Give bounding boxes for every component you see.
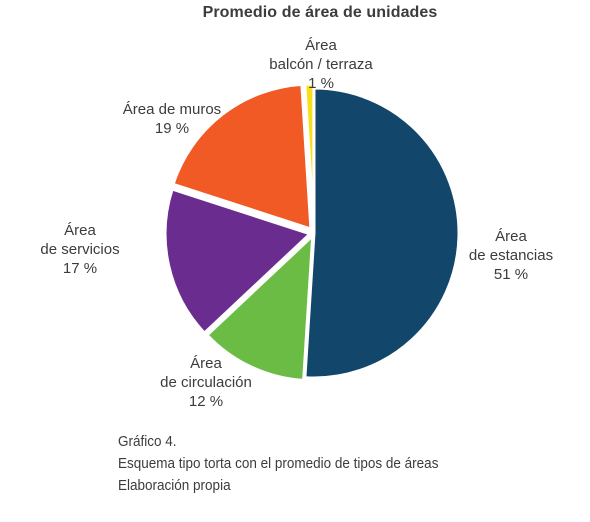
pie-slice-1	[303, 86, 461, 380]
pie-slice-3	[163, 187, 313, 336]
slice-label-line: Área	[305, 37, 337, 54]
figure-caption: Gráfico 4. Esquema tipo torta con el pro…	[118, 431, 438, 497]
slice-label-3: Área de servicios 17 %	[40, 221, 119, 278]
slice-label-line: de estancias	[468, 247, 554, 264]
slice-label-line: Área	[64, 222, 96, 239]
slice-label-line: balcón / terraza	[269, 56, 373, 73]
slice-label-line: Área	[190, 355, 222, 372]
slice-label-4: Área de muros 19 %	[123, 100, 221, 138]
pie-slice-2	[204, 232, 315, 383]
slice-label-line: de servicios	[40, 241, 120, 258]
slice-value-label: 19 %	[154, 120, 190, 137]
slice-label-line: Área	[495, 228, 527, 245]
pie-slice-4	[171, 82, 313, 232]
slice-label-1: Área de estancias 51 %	[469, 227, 553, 284]
slice-label-2: Área de circulación 12 %	[160, 354, 252, 411]
caption-source: Elaboración propia	[118, 477, 231, 494]
chart-title: Promedio de área de unidades	[202, 4, 438, 21]
slice-label-5: Área balcón / terraza 1 %	[269, 36, 372, 93]
slice-label-line: de circulación	[160, 374, 252, 391]
caption-figure-number: Gráfico 4.	[118, 433, 177, 450]
slice-label-line: Área de muros	[122, 101, 222, 118]
slice-value-label: 12 %	[188, 393, 224, 410]
slice-value-label: 51 %	[493, 266, 529, 283]
slice-value-label: 17 %	[62, 260, 98, 277]
slice-value-label: 1 %	[308, 75, 334, 92]
caption-description: Esquema tipo torta con el promedio de ti…	[118, 455, 439, 472]
pie-slice-5	[303, 82, 316, 230]
